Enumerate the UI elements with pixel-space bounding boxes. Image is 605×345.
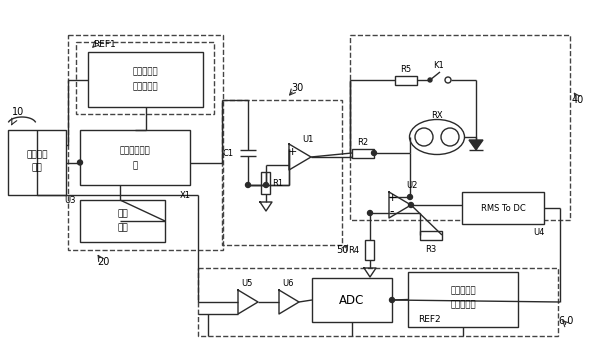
Text: 压基准单元: 压基准单元 — [132, 82, 159, 91]
Text: 中央处理: 中央处理 — [26, 150, 48, 159]
Bar — [462, 192, 544, 224]
Text: 单元: 单元 — [31, 163, 42, 172]
Circle shape — [264, 183, 269, 187]
Text: K1: K1 — [434, 60, 445, 69]
Text: 40: 40 — [572, 95, 584, 105]
Text: C1: C1 — [223, 148, 234, 158]
Bar — [68, 35, 223, 250]
Bar — [76, 42, 214, 114]
Bar — [198, 268, 558, 336]
Text: R4: R4 — [348, 246, 359, 255]
Text: ADC: ADC — [339, 294, 365, 306]
Bar — [261, 172, 270, 194]
Text: R5: R5 — [401, 65, 411, 73]
Bar — [395, 76, 417, 85]
Text: 20: 20 — [97, 257, 109, 267]
Text: -: - — [390, 206, 394, 218]
Text: RX: RX — [431, 110, 443, 119]
Text: 10: 10 — [12, 107, 24, 117]
Circle shape — [367, 210, 373, 216]
Bar — [408, 272, 518, 327]
Text: 压基准单元: 压基准单元 — [450, 300, 476, 309]
Ellipse shape — [410, 119, 465, 155]
Circle shape — [428, 78, 432, 82]
Text: U1: U1 — [302, 135, 313, 144]
Bar — [80, 200, 165, 242]
Circle shape — [390, 297, 394, 303]
Text: U4: U4 — [534, 227, 544, 237]
Text: R1: R1 — [272, 178, 284, 187]
Text: 器: 器 — [132, 161, 137, 170]
Circle shape — [408, 195, 413, 199]
Text: X1: X1 — [180, 190, 191, 199]
Text: 单元: 单元 — [117, 224, 128, 233]
Circle shape — [77, 160, 82, 165]
Text: 第一精密电: 第一精密电 — [132, 67, 159, 76]
Text: REF2: REF2 — [418, 315, 440, 324]
Text: 单片函数发生: 单片函数发生 — [120, 146, 151, 155]
Circle shape — [408, 203, 413, 207]
Text: REF1: REF1 — [93, 39, 116, 49]
Bar — [352, 148, 374, 158]
Bar — [350, 35, 570, 220]
Text: U2: U2 — [407, 180, 417, 189]
Bar — [88, 52, 203, 107]
Text: R3: R3 — [425, 245, 437, 254]
Text: 晶振: 晶振 — [117, 209, 128, 218]
Circle shape — [371, 150, 376, 156]
Text: U5: U5 — [241, 279, 253, 288]
Text: R2: R2 — [358, 138, 368, 147]
Polygon shape — [469, 140, 483, 150]
Bar — [222, 100, 342, 245]
Bar — [420, 230, 442, 239]
Text: RMS To DC: RMS To DC — [480, 204, 525, 213]
Bar — [312, 278, 392, 322]
Circle shape — [246, 183, 250, 187]
Bar — [8, 130, 66, 195]
Text: +: + — [387, 193, 397, 203]
Text: 30: 30 — [291, 83, 303, 93]
Text: U3: U3 — [65, 196, 76, 205]
Text: 6,0: 6,0 — [558, 316, 574, 326]
Bar — [365, 240, 374, 260]
Bar — [80, 130, 190, 185]
Text: 第二精密电: 第二精密电 — [450, 286, 476, 295]
Text: 50: 50 — [336, 245, 348, 255]
Text: +: + — [287, 147, 296, 157]
Text: U6: U6 — [283, 279, 294, 288]
